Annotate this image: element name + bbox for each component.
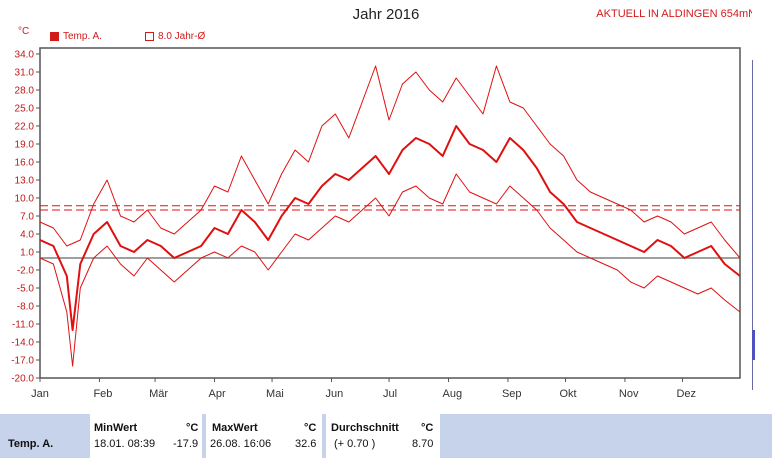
- y-tick-label: 28.0: [15, 86, 35, 97]
- min-value: -17.9: [173, 438, 199, 450]
- max-unit: °C: [304, 422, 317, 434]
- avg-unit: °C: [421, 422, 434, 434]
- location-label: AKTUELL IN ALDINGEN 654mNN: [596, 8, 764, 20]
- y-tick-label: 1.0: [20, 248, 34, 259]
- x-tick-label: Jan: [31, 388, 49, 400]
- y-tick-label: 13.0: [15, 176, 35, 187]
- y-tick-label: 19.0: [15, 140, 35, 151]
- x-tick-label: Feb: [93, 388, 112, 400]
- y-tick-label: -14.0: [11, 338, 34, 349]
- y-tick-label: 34.0: [15, 50, 35, 61]
- legend-item-temp: Temp. A.: [50, 31, 102, 42]
- side-divider: [752, 60, 753, 390]
- legend-item-avg: 8.0 Jahr-Ø: [145, 31, 205, 42]
- temperature-chart: 34.0 31.0 28.0 25.0 22.0 19.0 16.0 13.0 10.0 7.0 4…: [11, 47, 741, 400]
- x-tick-label: Sep: [502, 388, 522, 400]
- legend-label-avg: 8.0 Jahr-Ø: [158, 31, 206, 42]
- y-tick-label: 31.0: [15, 68, 35, 79]
- y-tick-label: -8.0: [17, 302, 35, 313]
- y-tick-label: 25.0: [15, 104, 35, 115]
- x-tick-label: Okt: [559, 388, 576, 400]
- y-tick-label: -5.0: [17, 284, 35, 295]
- plot-area: [39, 47, 741, 379]
- avg-value: 8.70: [412, 438, 434, 450]
- max-header: MaxWert: [212, 422, 258, 434]
- y-tick-label: -20.0: [11, 374, 34, 385]
- side-marker: [752, 330, 755, 360]
- max-datetime: 26.08. 16:06: [210, 438, 272, 450]
- chart-title: Jahr 2016: [352, 6, 420, 23]
- y-tick-label: -11.0: [12, 320, 34, 331]
- stats-row-label: Temp. A.: [8, 438, 54, 450]
- x-tick-label: Mai: [266, 388, 284, 400]
- stats-avg-cell: [326, 414, 440, 458]
- x-tick-label: Aug: [442, 388, 462, 400]
- stats-max-cell: [206, 414, 322, 458]
- side-panel: [752, 414, 772, 458]
- legend-label-temp: Temp. A.: [63, 31, 102, 42]
- y-tick-label: 7.0: [20, 212, 34, 223]
- min-datetime: 18.01. 08:39: [94, 438, 156, 450]
- y-tick-label: -2.0: [17, 266, 35, 277]
- side-strip: [752, 0, 772, 458]
- series-line-max: [39, 65, 741, 259]
- x-tick-label: Dez: [676, 388, 696, 400]
- y-tick-label: -17.0: [11, 356, 34, 367]
- y-tick-label: 10.0: [15, 194, 35, 205]
- y-unit-label: °C: [18, 26, 30, 37]
- x-tick-label: Nov: [619, 388, 639, 400]
- min-unit: °C: [186, 422, 199, 434]
- avg-delta: (+ 0.70 ): [334, 438, 376, 450]
- legend-swatch-temp-icon: [50, 32, 59, 41]
- x-tick-label: Apr: [209, 388, 226, 400]
- x-tick-label: Jul: [383, 388, 397, 400]
- x-tick-label: Mär: [149, 388, 168, 400]
- stats-min-cell: [90, 414, 202, 458]
- max-value: 32.6: [295, 438, 317, 450]
- y-tick-label: 16.0: [15, 158, 35, 169]
- series-line-mean: [39, 125, 741, 331]
- avg-header: Durchschnitt: [331, 422, 399, 434]
- y-tick-label: 4.0: [20, 230, 34, 241]
- min-header: MinWert: [94, 422, 138, 434]
- legend-swatch-avg-icon: [145, 32, 154, 41]
- series-line-min: [39, 173, 741, 367]
- y-tick-label: 22.0: [15, 122, 35, 133]
- x-tick-label: Jun: [326, 388, 344, 400]
